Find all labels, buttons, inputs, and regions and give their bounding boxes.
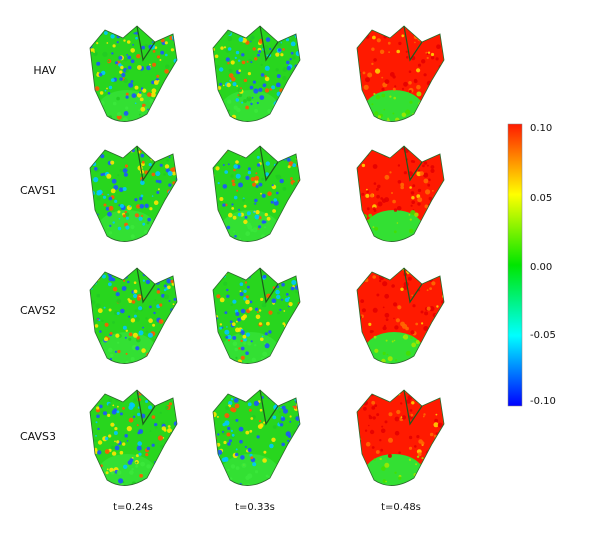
leaflet-panel-r3-c0 <box>90 390 177 486</box>
leaflet-panel-r2-c0 <box>90 268 177 364</box>
leaflet-panel-r0-c0 <box>90 26 177 122</box>
row-label-cavs1: CAVS1 <box>19 184 56 197</box>
leaflet-panel-r0-c1 <box>213 26 300 122</box>
col-label-1: t=0.33s <box>235 502 275 513</box>
row-label-cavs2: CAVS2 <box>19 304 56 317</box>
row-label-hav: HAV <box>33 64 56 77</box>
colorbar-gradient <box>507 123 523 407</box>
colorbar-tick-3: -0.05 <box>530 330 556 341</box>
col-label-0: t=0.24s <box>113 502 153 513</box>
colorbar-tick-1: 0.05 <box>530 193 553 204</box>
leaflet-panel-r1-c2 <box>357 146 444 242</box>
colorbar <box>507 123 523 407</box>
leaflet-panel-r3-c1 <box>213 390 300 486</box>
colorbar-tick-4: -0.10 <box>530 396 556 407</box>
row-label-cavs3: CAVS3 <box>19 430 56 443</box>
leaflet-panel-r0-c2 <box>357 26 444 122</box>
leaflet-panel-r3-c2 <box>357 390 444 486</box>
col-label-2: t=0.48s <box>381 502 421 513</box>
colorbar-tick-2: 0.00 <box>530 262 553 273</box>
colorbar-tick-0: 0.10 <box>530 123 553 134</box>
